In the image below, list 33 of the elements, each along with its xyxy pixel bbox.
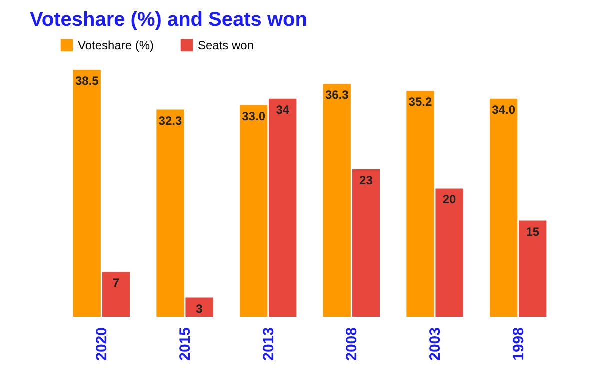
- legend-label: Voteshare (%): [78, 38, 154, 52]
- data-label: 34: [276, 102, 290, 117]
- bar: [269, 98, 297, 317]
- data-label: 35.2: [408, 95, 432, 110]
- data-label: 38.5: [75, 74, 100, 88]
- data-label: 23: [360, 173, 374, 188]
- x-tick-label: 2008: [344, 328, 361, 361]
- data-label: 7: [112, 276, 120, 290]
- bar: [519, 220, 547, 317]
- x-tick-label: 2003: [427, 328, 444, 361]
- bar: [406, 91, 434, 317]
- bar: [73, 70, 101, 317]
- data-label: 20: [442, 192, 457, 207]
- bar: [240, 105, 268, 317]
- data-label: 32.3: [158, 114, 182, 128]
- bar: [436, 188, 464, 317]
- x-tick-label: 2015: [177, 328, 194, 361]
- bar: [323, 84, 351, 317]
- bar: [156, 110, 184, 317]
- x-tick-label: 2020: [94, 328, 111, 361]
- data-label: 3: [196, 302, 204, 316]
- x-tick-label: 2013: [260, 328, 278, 361]
- data-label: 33.0: [242, 109, 266, 124]
- data-label: 34.0: [492, 102, 516, 117]
- data-label: 36.3: [325, 88, 350, 102]
- legend-label: Seats won: [198, 38, 254, 52]
- bar: [352, 169, 380, 317]
- chart-title: Voteshare (%) and Seats won: [30, 9, 308, 31]
- data-label: 15: [526, 224, 540, 239]
- bar: [490, 98, 518, 317]
- x-tick-label: 1998: [510, 328, 528, 361]
- bar: [186, 298, 214, 317]
- bar: [102, 272, 130, 317]
